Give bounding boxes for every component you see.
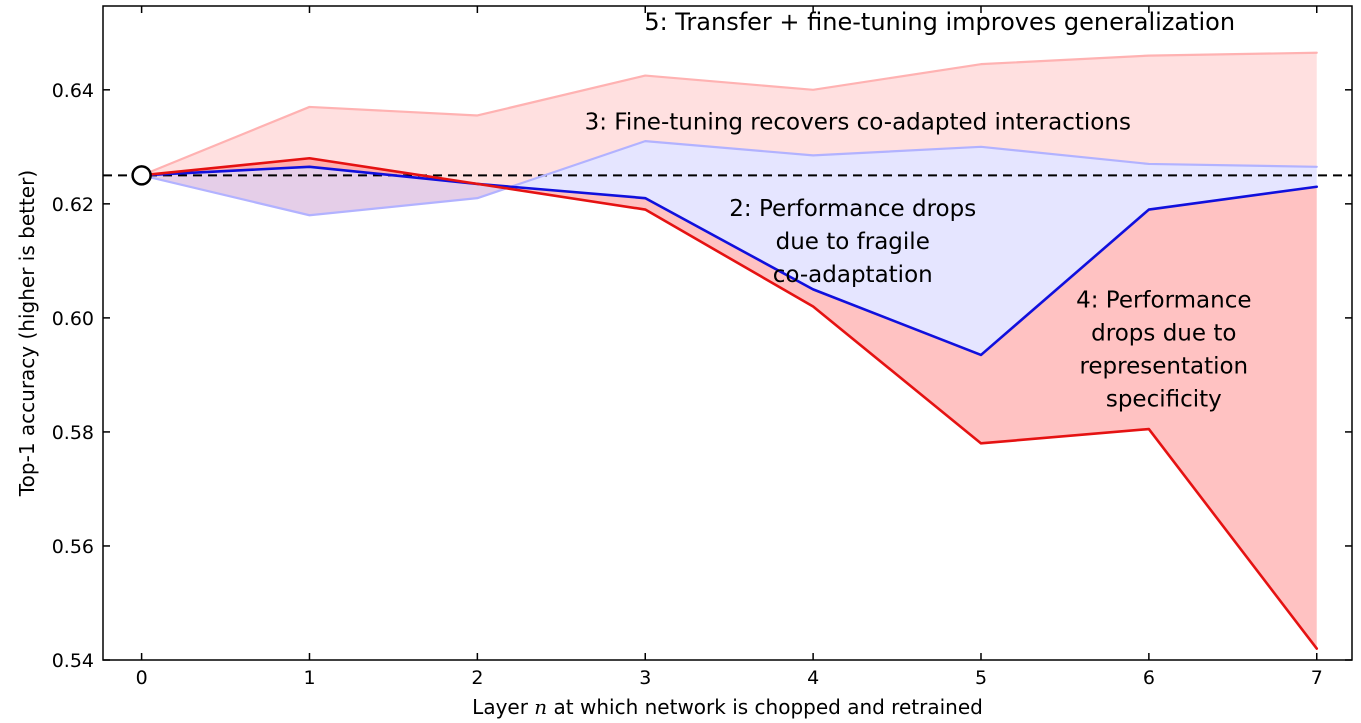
plot-frame	[102, 5, 1353, 661]
series-line-finetune-coadapted	[140, 140, 1318, 217]
fill-region-finetune-coadapted	[141, 141, 1317, 355]
series-line-fragile-coadaptation	[140, 165, 1319, 357]
y-tick-label: 0.62	[52, 194, 94, 216]
x-axis-label-variable: n	[534, 695, 548, 719]
x-tick-label: 5	[975, 667, 987, 689]
x-axis-label-prefix: Layer	[472, 695, 535, 719]
y-tick-label: 0.54	[52, 650, 94, 672]
annotation-5: 5: Transfer + fine-tuning improves gener…	[644, 8, 1235, 36]
y-tick-label: 0.56	[52, 536, 94, 558]
x-tick-label: 1	[303, 667, 315, 689]
x-axis-label: Layer n at which network is chopped and …	[103, 695, 1352, 719]
y-tick-label: 0.64	[52, 80, 94, 102]
series-line-transfer-finetune	[140, 51, 1318, 177]
annotation-3: 3: Fine-tuning recovers co-adapted inter…	[585, 110, 1131, 136]
x-tick-label: 7	[1311, 667, 1323, 689]
baseline-start-marker	[131, 165, 152, 186]
annotation-2: 2: Performance drops due to fragile co-ada…	[729, 196, 976, 288]
x-axis-label-suffix: at which network is chopped and retraine…	[547, 695, 983, 719]
y-tick-label: 0.60	[52, 308, 94, 330]
series-line-representation-specificity	[140, 156, 1319, 650]
x-tick-label: 6	[1143, 667, 1155, 689]
y-tick-label: 0.58	[52, 422, 94, 444]
x-tick-label: 4	[807, 667, 819, 689]
x-tick-label: 0	[136, 667, 148, 689]
fill-region-fragile-coadaptation	[141, 158, 1317, 649]
annotation-4: 4: Performance drops due to representation…	[1076, 288, 1251, 413]
x-tick-label: 3	[639, 667, 651, 689]
y-axis-label: Top-1 accuracy (higher is better)	[15, 169, 39, 497]
x-tick-label: 2	[471, 667, 483, 689]
